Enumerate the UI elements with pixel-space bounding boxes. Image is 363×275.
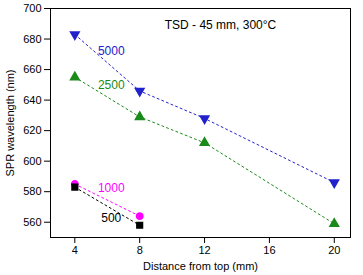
svg-text:12: 12	[198, 244, 210, 256]
svg-text:580: 580	[23, 185, 41, 197]
svg-text:2500: 2500	[98, 78, 125, 92]
svg-text:Distance from top (mm): Distance from top (mm)	[143, 260, 258, 272]
svg-text:680: 680	[23, 33, 41, 45]
svg-text:16: 16	[263, 244, 275, 256]
svg-text:20: 20	[328, 244, 340, 256]
svg-text:660: 660	[23, 63, 41, 75]
svg-text:620: 620	[23, 124, 41, 136]
svg-text:560: 560	[23, 216, 41, 228]
svg-text:TSD - 45 mm, 300°C: TSD - 45 mm, 300°C	[165, 18, 277, 32]
svg-text:1000: 1000	[98, 181, 125, 195]
svg-text:5000: 5000	[98, 44, 125, 58]
svg-text:700: 700	[23, 2, 41, 14]
svg-text:SPR wavelength (nm): SPR wavelength (nm)	[4, 70, 16, 177]
svg-text:600: 600	[23, 155, 41, 167]
svg-text:640: 640	[23, 94, 41, 106]
svg-text:500: 500	[101, 211, 121, 225]
svg-text:8: 8	[137, 244, 143, 256]
svg-text:4: 4	[72, 244, 78, 256]
